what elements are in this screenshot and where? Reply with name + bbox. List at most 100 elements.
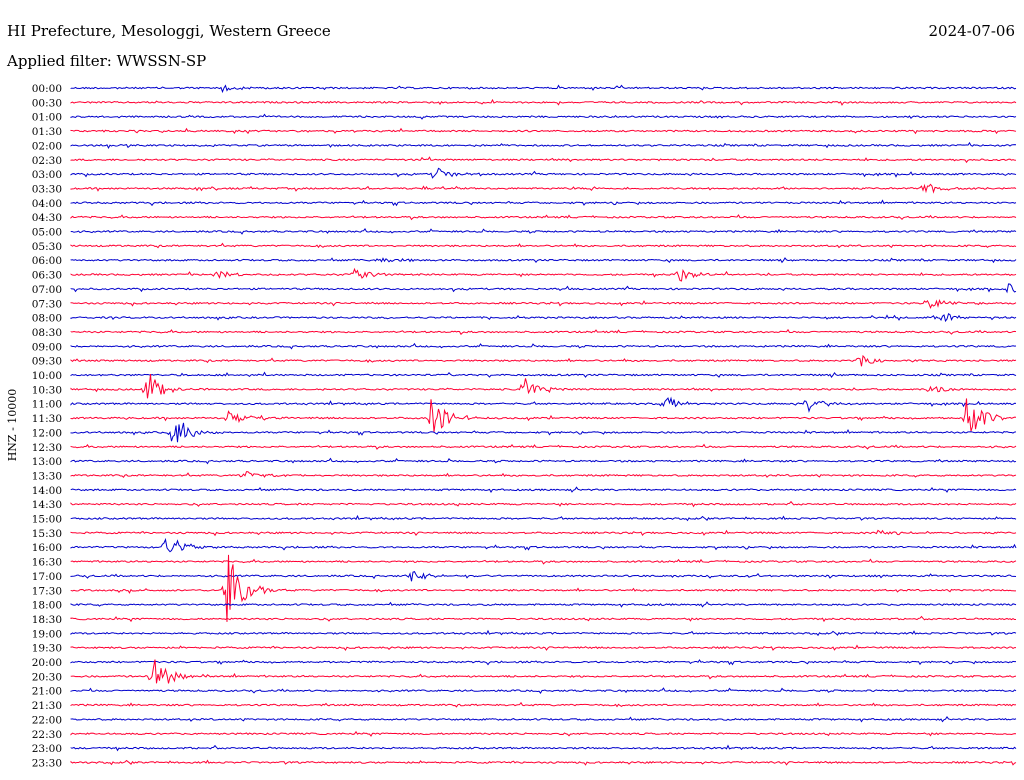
trace-line: [70, 84, 1017, 94]
trace-line: [70, 730, 1017, 737]
time-tick-label: 09:00: [32, 341, 62, 353]
time-tick-label: 18:00: [32, 600, 62, 612]
time-tick-label: 10:00: [32, 370, 62, 382]
time-tick-label: 23:00: [32, 743, 62, 755]
time-tick-label: 11:00: [32, 399, 62, 411]
time-tick-label: 17:30: [32, 585, 62, 597]
time-tick-label: 02:30: [32, 155, 62, 167]
trace-line: [70, 113, 1017, 120]
trace-line: [70, 257, 1017, 264]
time-tick-label: 02:00: [32, 140, 62, 152]
time-tick-label: 05:30: [32, 241, 62, 253]
time-tick-label: 10:30: [32, 384, 62, 396]
trace-line: [70, 283, 1017, 294]
time-tick-label: 09:30: [32, 356, 62, 368]
time-tick-label: 22:00: [32, 714, 62, 726]
y-axis-label: HNZ - 10000: [6, 389, 19, 462]
trace-line: [70, 659, 1017, 666]
time-tick-label: 07:30: [32, 298, 62, 310]
time-tick-label: 03:30: [32, 183, 62, 195]
time-tick-label: 08:30: [32, 327, 62, 339]
trace-line: [70, 457, 1017, 465]
trace-line: [70, 167, 1017, 179]
trace-line: [70, 615, 1017, 623]
time-tick-label: 12:30: [32, 442, 62, 454]
time-tick-label: 21:30: [32, 700, 62, 712]
trace-line: [70, 141, 1017, 150]
filter-label: Applied filter: WWSSN-SP: [6, 52, 206, 70]
time-tick-label: 05:00: [32, 227, 62, 239]
time-tick-label: 08:00: [32, 313, 62, 325]
trace-line: [70, 374, 1017, 399]
trace-line: [70, 443, 1017, 450]
time-tick-label: 12:00: [32, 427, 62, 439]
trace-line: [70, 514, 1017, 522]
time-tick-label: 06:30: [32, 270, 62, 282]
trace-line: [70, 716, 1017, 723]
trace-line: [70, 342, 1017, 350]
trace-line: [70, 354, 1017, 367]
time-tick-label: 23:30: [32, 757, 62, 769]
trace-line: [70, 529, 1017, 537]
trace-line: [70, 500, 1017, 508]
time-tick-label: 04:00: [32, 198, 62, 210]
trace-line: [70, 659, 1017, 684]
trace-line: [70, 156, 1017, 164]
time-tick-label: 20:30: [32, 671, 62, 683]
trace-line: [70, 601, 1017, 608]
time-tick-label: 19:30: [32, 643, 62, 655]
trace-lines: [70, 84, 1017, 766]
trace-line: [70, 127, 1017, 135]
trace-line: [70, 242, 1017, 249]
time-tick-label: 14:30: [32, 499, 62, 511]
trace-line: [70, 471, 1017, 478]
time-tick-label: 13:00: [32, 456, 62, 468]
time-tick-label: 16:30: [32, 557, 62, 569]
time-tick-label: 15:00: [32, 514, 62, 526]
trace-line: [70, 571, 1017, 582]
time-tick-label: 11:30: [32, 413, 62, 425]
time-tick-label: 03:00: [32, 169, 62, 181]
time-tick-label: 16:00: [32, 542, 62, 554]
time-tick-label: 00:00: [32, 83, 62, 95]
trace-line: [70, 98, 1017, 106]
time-tick-label: 19:00: [32, 628, 62, 640]
time-tick-label: 21:00: [32, 686, 62, 698]
time-tick-label: 01:00: [32, 112, 62, 124]
trace-line: [70, 371, 1017, 379]
time-tick-label: 20:00: [32, 657, 62, 669]
trace-line: [70, 328, 1017, 336]
time-tick-label: 00:30: [32, 97, 62, 109]
trace-line: [70, 759, 1017, 766]
time-tick-label: 14:00: [32, 485, 62, 497]
trace-line: [70, 228, 1017, 235]
trace-line: [70, 214, 1017, 221]
trace-line: [70, 744, 1017, 752]
trace-line: [70, 687, 1017, 694]
time-tick-label: 18:30: [32, 614, 62, 626]
time-tick-label: 17:00: [32, 571, 62, 583]
time-tick-label: 04:30: [32, 212, 62, 224]
trace-line: [70, 312, 1017, 323]
trace-line: [70, 183, 1017, 194]
trace-line: [70, 298, 1017, 310]
time-tick-label: 01:30: [32, 126, 62, 138]
trace-line: [70, 267, 1017, 282]
time-tick-label: 07:00: [32, 284, 62, 296]
trace-line: [70, 558, 1017, 565]
trace-line: [70, 701, 1017, 708]
time-tick-labels: 00:00 00:30 01:00 01:30 02:00 02:30 03:00 03:30…: [32, 83, 62, 769]
trace-line: [70, 398, 1017, 433]
time-tick-label: 06:00: [32, 255, 62, 267]
trace-line: [70, 396, 1017, 413]
station-title: HI Prefecture, Mesologgi, Western Greece: [7, 22, 331, 40]
trace-line: [70, 486, 1017, 493]
trace-line: [70, 644, 1016, 652]
trace-line: [70, 537, 1017, 553]
time-tick-label: 15:30: [32, 528, 62, 540]
trace-line: [70, 199, 1017, 207]
trace-line: [70, 554, 1017, 622]
time-tick-label: 13:30: [32, 470, 62, 482]
time-tick-label: 22:30: [32, 729, 62, 741]
